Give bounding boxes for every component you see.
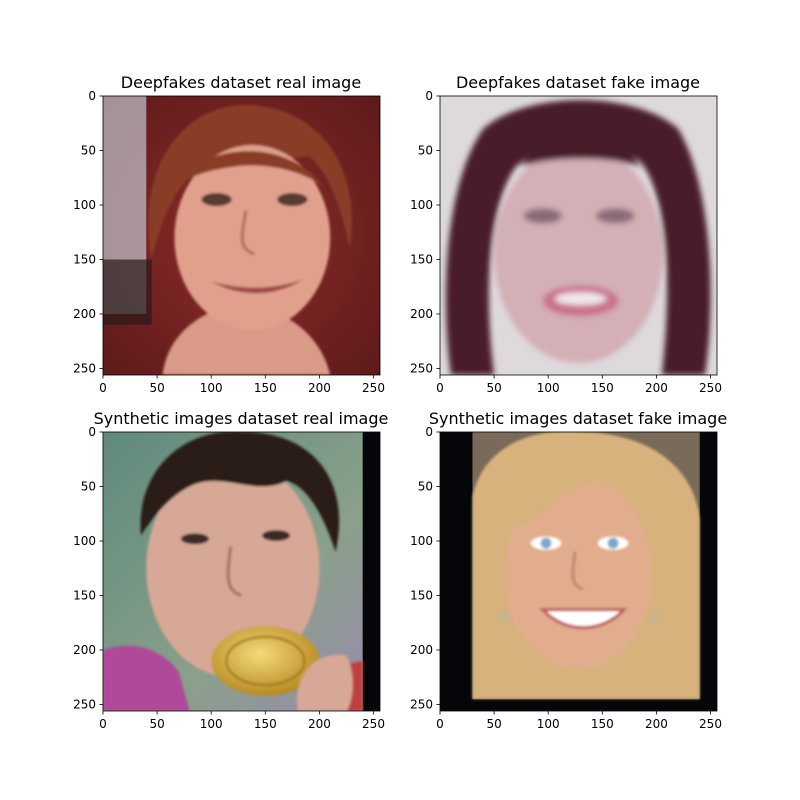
y-axis: 0 50 100 150 200 250	[73, 89, 103, 375]
x-tick-label: 250	[699, 381, 722, 395]
y-tick-label: 100	[73, 534, 96, 548]
face-image-deepfakes-real	[103, 96, 380, 375]
y-tick-label: 100	[410, 534, 433, 548]
face-image-synthetic-fake	[440, 432, 717, 711]
x-tick-label: 200	[645, 381, 668, 395]
y-tick-label: 200	[410, 307, 433, 321]
y-tick-label: 200	[73, 307, 96, 321]
axes-frame	[102, 431, 381, 712]
y-tick-label: 150	[73, 252, 96, 266]
x-tick-label: 50	[486, 717, 501, 731]
y-tick-label: 50	[418, 143, 433, 157]
panel-title: Synthetic images dataset real image	[94, 409, 389, 428]
x-tick-label: 200	[308, 381, 331, 395]
panel-deepfakes-fake: Deepfakes dataset fake image 0 50 100 150 20…	[410, 73, 722, 395]
y-tick-label: 50	[81, 143, 96, 157]
x-axis: 0 50 100 150 200 250	[436, 711, 722, 731]
x-tick-label: 100	[200, 381, 223, 395]
x-tick-label: 0	[99, 381, 107, 395]
axes-frame	[102, 95, 381, 376]
y-tick-label: 50	[418, 479, 433, 493]
x-tick-label: 250	[362, 717, 385, 731]
y-tick-label: 0	[88, 425, 96, 439]
y-axis: 0 50 100 150 200 250	[410, 425, 440, 711]
x-tick-label: 250	[362, 381, 385, 395]
x-tick-label: 100	[537, 381, 560, 395]
y-tick-label: 0	[88, 89, 96, 103]
x-tick-label: 0	[436, 381, 444, 395]
panel-title: Synthetic images dataset fake image	[429, 409, 727, 428]
y-tick-label: 200	[73, 643, 96, 657]
y-tick-label: 250	[73, 361, 96, 375]
y-tick-label: 150	[410, 252, 433, 266]
y-tick-label: 100	[73, 198, 96, 212]
x-tick-label: 200	[308, 717, 331, 731]
panel-synthetic-real: Synthetic images dataset real image 0 50 1…	[73, 409, 388, 731]
y-tick-label: 0	[425, 89, 433, 103]
y-axis: 0 50 100 150 200 250	[73, 425, 103, 711]
y-tick-label: 250	[410, 361, 433, 375]
y-axis: 0 50 100 150 200 250	[410, 89, 440, 375]
x-tick-label: 0	[436, 717, 444, 731]
x-tick-label: 0	[99, 717, 107, 731]
panel-synthetic-fake: Synthetic images dataset fake image 0 50 1…	[410, 409, 727, 731]
y-tick-label: 150	[410, 588, 433, 602]
x-tick-label: 50	[149, 717, 164, 731]
x-tick-label: 100	[200, 717, 223, 731]
x-tick-label: 250	[699, 717, 722, 731]
x-tick-label: 100	[537, 717, 560, 731]
x-tick-label: 150	[254, 717, 277, 731]
x-tick-label: 50	[149, 381, 164, 395]
y-tick-label: 50	[81, 479, 96, 493]
y-tick-label: 250	[73, 697, 96, 711]
axes-frame	[439, 95, 718, 376]
x-axis: 0 50 100 150 200 250	[99, 711, 385, 731]
x-tick-label: 150	[591, 381, 614, 395]
panel-title: Deepfakes dataset fake image	[456, 73, 700, 92]
x-tick-label: 50	[486, 381, 501, 395]
face-image-deepfakes-fake	[440, 96, 717, 375]
y-tick-label: 150	[73, 588, 96, 602]
y-tick-label: 250	[410, 697, 433, 711]
axes-frame	[439, 431, 718, 712]
x-tick-label: 150	[591, 717, 614, 731]
x-axis: 0 50 100 150 200 250	[99, 375, 385, 395]
panel-title: Deepfakes dataset real image	[121, 73, 361, 92]
y-tick-label: 200	[410, 643, 433, 657]
y-tick-label: 100	[410, 198, 433, 212]
x-axis: 0 50 100 150 200 250	[436, 375, 722, 395]
face-image-synthetic-real	[103, 432, 380, 711]
x-tick-label: 150	[254, 381, 277, 395]
panel-deepfakes-real: Deepfakes dataset real image 0 50 100 150 20…	[73, 73, 385, 395]
x-tick-label: 200	[645, 717, 668, 731]
y-tick-label: 0	[425, 425, 433, 439]
